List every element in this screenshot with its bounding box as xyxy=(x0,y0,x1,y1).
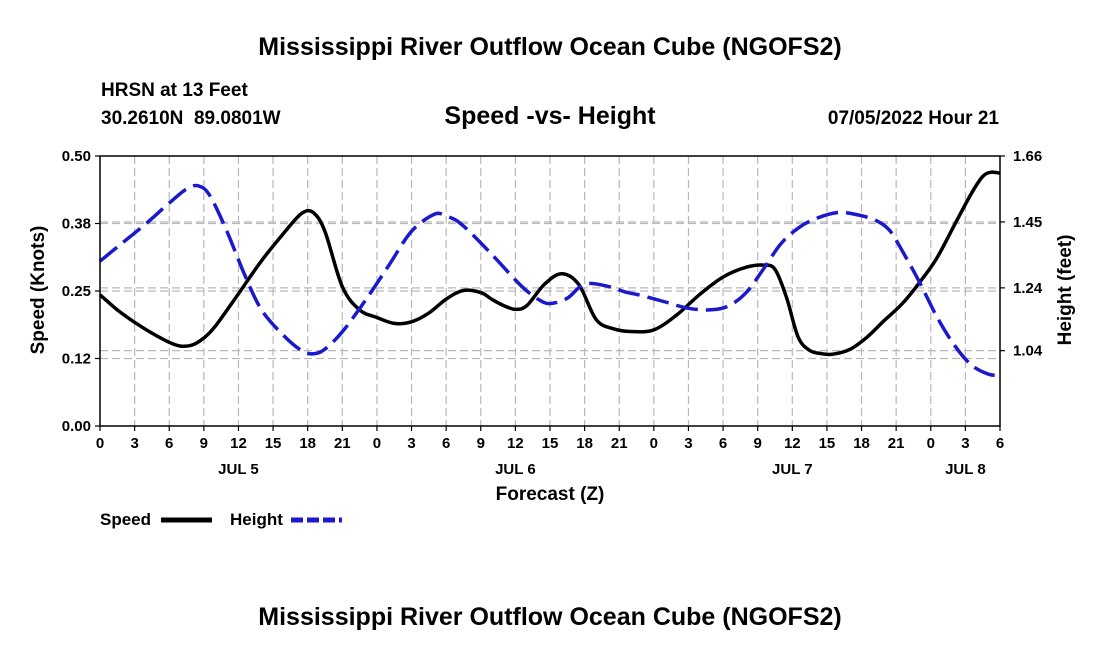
x-date-label: JUL 6 xyxy=(495,461,536,478)
x-tick-label: 0 xyxy=(373,435,381,452)
axes-group: 0 3 6 9 12 15 18 21 0 3 6 9 12 15 18 21 0 3 6 9 12 15 18 21 0 3 6 0… xyxy=(62,148,1043,478)
series-line-speed xyxy=(98,170,1001,357)
footer-title: Mississippi River Outflow Ocean Cube (NG… xyxy=(258,603,841,631)
x-tick-label: 12 xyxy=(507,435,524,452)
x-tick-label: 12 xyxy=(784,435,801,452)
station-label: HRSN at 13 Feet xyxy=(101,80,248,101)
x-tick-label: 0 xyxy=(650,435,658,452)
chart-subtitle: Speed -vs- Height xyxy=(444,102,656,130)
x-tick-label: 9 xyxy=(477,435,485,452)
x-tick-label: 3 xyxy=(407,435,415,452)
y-axis-right-label: Height (feet) xyxy=(1055,235,1076,346)
x-tick-label: 21 xyxy=(611,435,628,452)
x-date-label: JUL 8 xyxy=(945,461,986,478)
x-tick-label: 3 xyxy=(130,435,138,452)
y-left-tick-label: 0.50 xyxy=(62,148,91,165)
x-tick-label: 6 xyxy=(719,435,727,452)
x-tick-label: 15 xyxy=(265,435,282,452)
x-tick-label: 18 xyxy=(853,435,870,452)
series-group xyxy=(98,170,1001,377)
x-tick-label: 18 xyxy=(576,435,593,452)
x-date-label: JUL 7 xyxy=(772,461,813,478)
y-left-tick-label: 0.38 xyxy=(62,216,91,233)
x-tick-label: 6 xyxy=(996,435,1004,452)
x-tick-label: 6 xyxy=(165,435,173,452)
x-tick-label: 6 xyxy=(442,435,450,452)
y-left-tick-label: 0.00 xyxy=(62,418,91,435)
y-left-tick-label: 0.12 xyxy=(62,351,91,368)
legend: Speed Height xyxy=(100,510,342,529)
y-right-tick-label: 1.66 xyxy=(1013,148,1042,165)
x-tick-label: 3 xyxy=(684,435,692,452)
x-tick-label: 9 xyxy=(754,435,762,452)
x-tick-label: 15 xyxy=(819,435,836,452)
x-tick-label: 21 xyxy=(888,435,905,452)
coordinates-label: 30.2610N 89.0801W xyxy=(101,108,281,129)
x-tick-label: 15 xyxy=(542,435,559,452)
y-axis-left-label: Speed (Knots) xyxy=(28,226,49,355)
legend-height-label: Height xyxy=(230,510,283,529)
x-tick-label: 3 xyxy=(961,435,969,452)
x-tick-label: 0 xyxy=(927,435,935,452)
y-right-tick-label: 1.45 xyxy=(1013,214,1042,231)
legend-speed-label: Speed xyxy=(100,510,151,529)
y-left-tick-label: 0.25 xyxy=(62,283,91,300)
x-tick-label: 9 xyxy=(200,435,208,452)
x-tick-label: 21 xyxy=(334,435,351,452)
x-tick-label: 18 xyxy=(299,435,316,452)
x-date-label: JUL 5 xyxy=(218,461,259,478)
y-right-tick-label: 1.24 xyxy=(1013,280,1043,297)
x-tick-label: 12 xyxy=(230,435,247,452)
chart-title: Mississippi River Outflow Ocean Cube (NG… xyxy=(258,33,841,61)
y-right-tick-label: 1.04 xyxy=(1013,343,1043,360)
forecast-datetime: 07/05/2022 Hour 21 xyxy=(828,108,1000,129)
series-line-height xyxy=(98,183,1001,377)
x-tick-label: 0 xyxy=(96,435,104,452)
x-axis-label: Forecast (Z) xyxy=(496,484,605,505)
grid-lines xyxy=(100,156,1000,426)
